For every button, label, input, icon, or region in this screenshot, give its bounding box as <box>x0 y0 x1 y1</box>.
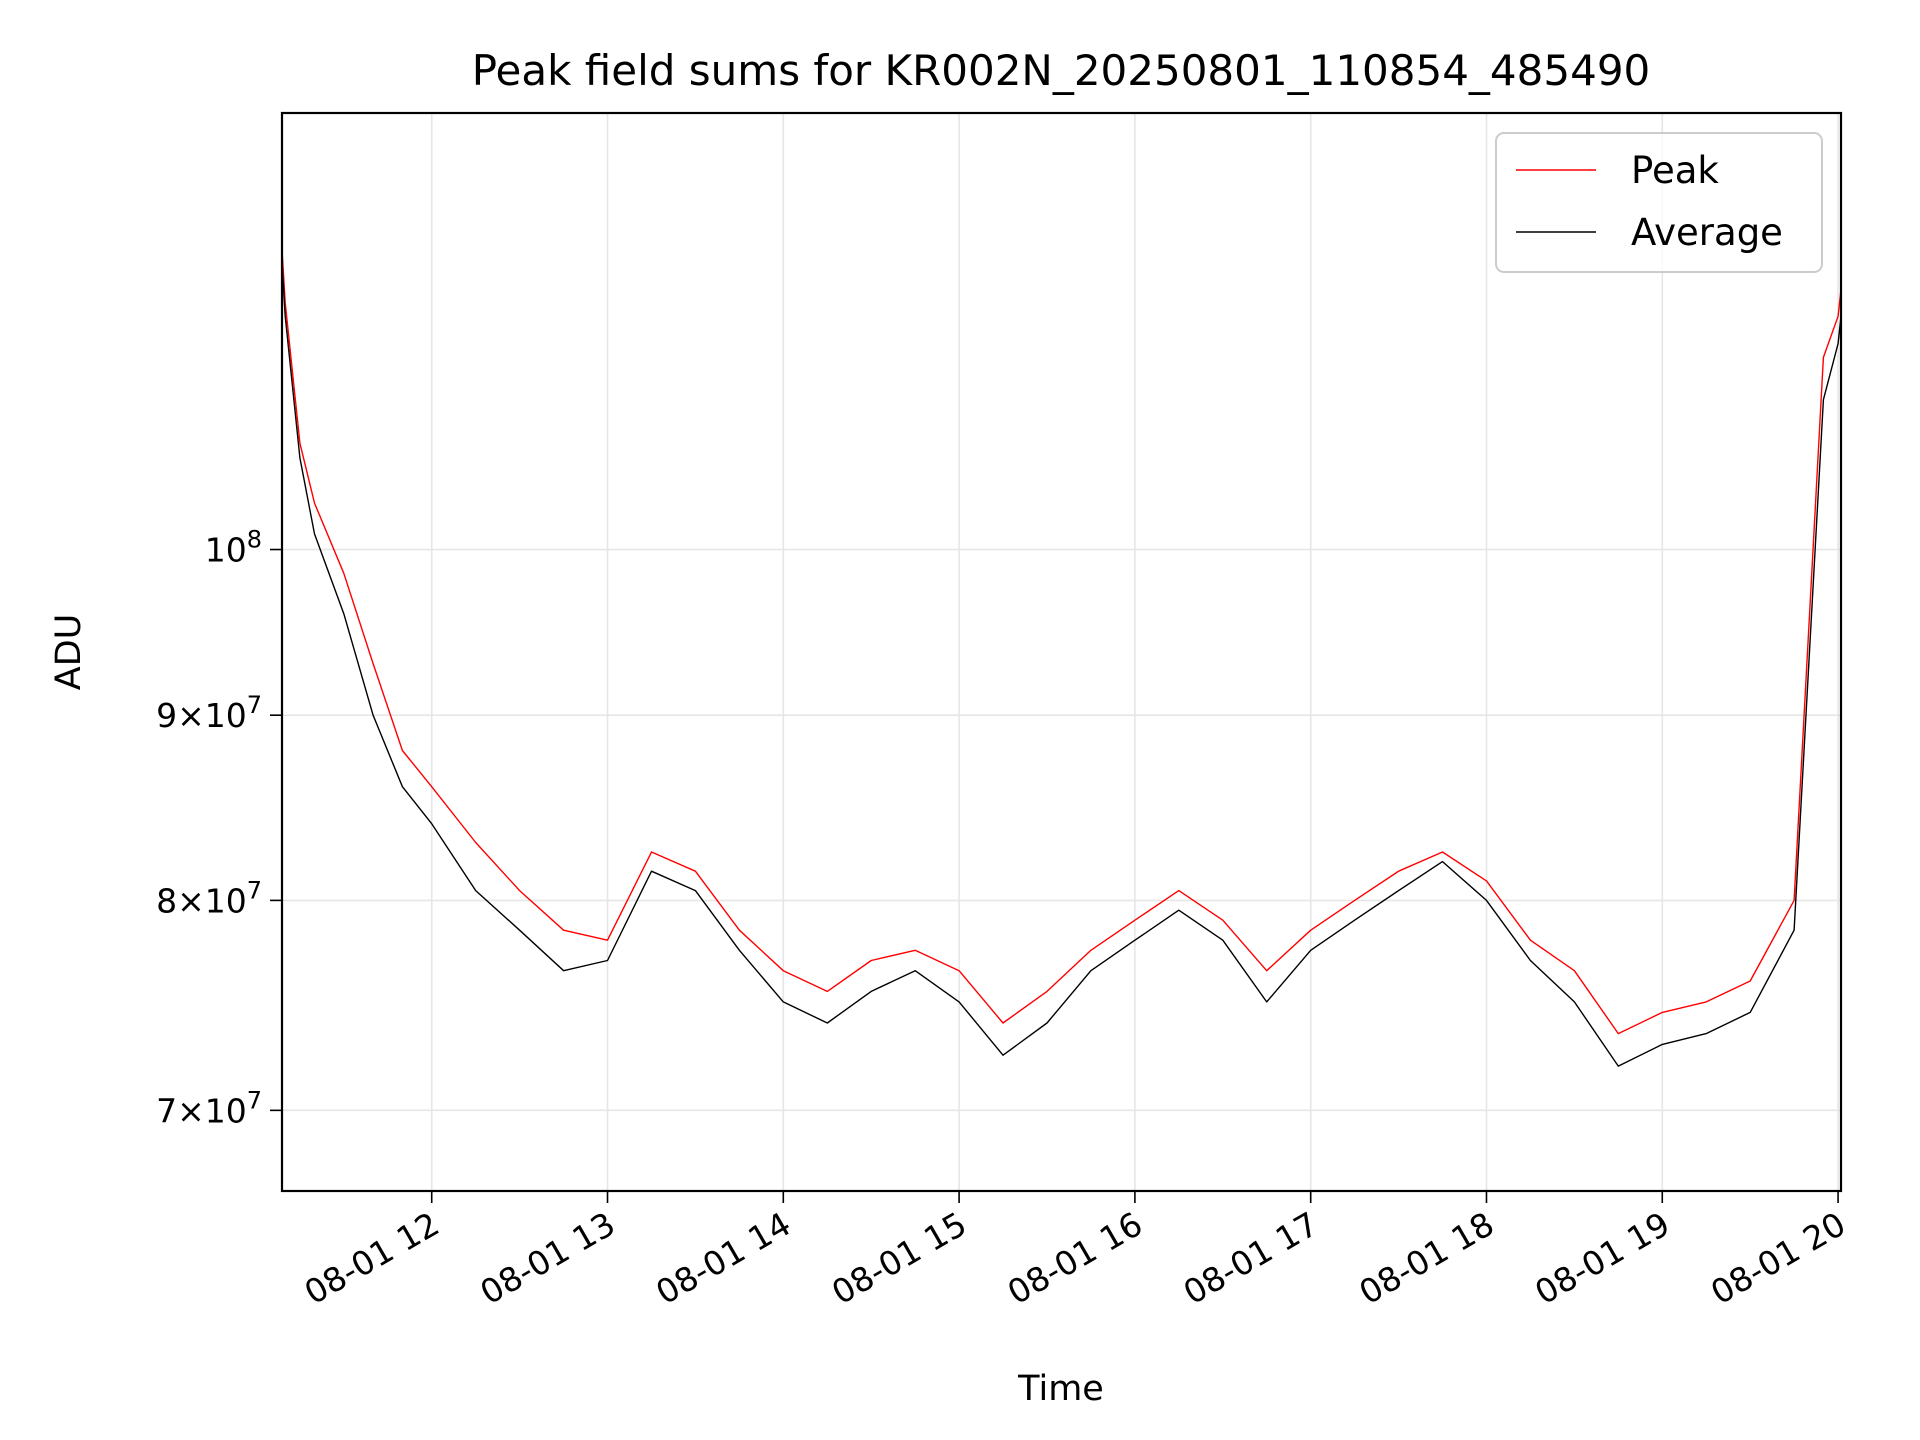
legend-box <box>1495 132 1823 273</box>
legend: Peak Average <box>1495 132 1823 273</box>
chart-title: Peak field sums for KR002N_20250801_1108… <box>472 46 1651 95</box>
series-line-average <box>282 262 1841 1067</box>
x-axis-label: Time <box>1017 1369 1104 1409</box>
plot-area <box>282 249 1841 1067</box>
legend-label-average: Average <box>1631 211 1783 254</box>
series-line-peak <box>282 249 1841 1035</box>
y-tick-label: 8×107 <box>156 876 262 920</box>
y-tick-label: 7×107 <box>156 1086 262 1130</box>
legend-label-peak: Peak <box>1631 149 1719 192</box>
y-axis-label: ADU <box>49 614 89 691</box>
grid <box>282 113 1841 1191</box>
axes-frame <box>280 111 1843 1193</box>
y-tick-label: 9×107 <box>156 691 262 735</box>
